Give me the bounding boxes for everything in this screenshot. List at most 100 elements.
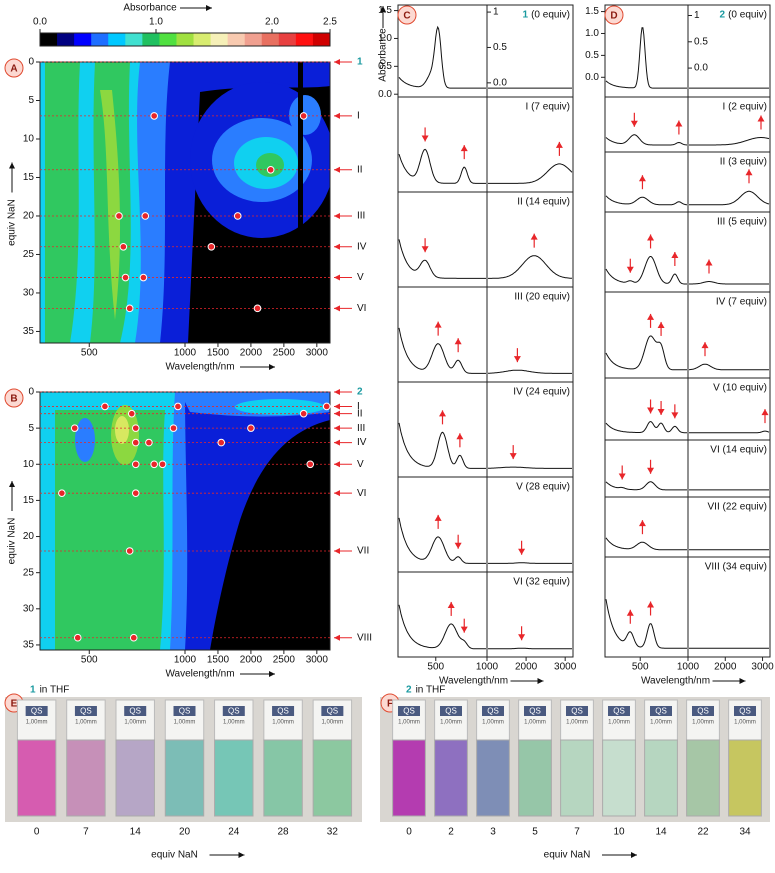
marker-dot [299,112,308,120]
cuvette-tag [608,706,630,716]
row-arrow-head [334,212,340,219]
colorbar-swatch [74,33,92,46]
panel-badge [397,5,417,25]
change-arrow-head [647,407,655,414]
cuvette-pathlength: 1,00mm [734,720,756,726]
change-arrow-head [657,409,665,416]
spectrum [689,190,770,206]
x-axis-label: equiv NaN [544,850,591,861]
marker-dot [73,633,82,642]
colorbar-swatch [193,33,212,46]
row-label: VII (22 equiv) [708,502,767,513]
spectrum [398,604,486,650]
colorbar-swatch [210,33,229,46]
cuvette-pathlength: 1,00mm [75,720,97,726]
cuvette-label: 20 [179,827,191,838]
x-tick-label: 2000 [240,348,263,359]
y-tick-label: 30 [23,288,35,299]
caption: in THF [40,685,70,696]
y-tick-label: 1.5 [585,6,599,17]
cuvette-liquid [644,739,678,817]
cuvette-tag [222,706,245,716]
cuvette-liquid [686,739,720,817]
panel-letter: E [11,699,18,710]
cuvette-liquid [560,739,594,817]
cuvette-brand: QS [655,707,667,716]
colorbar-tick-label: 1.0 [149,17,163,28]
cuvette-pathlength: 1,00mm [124,720,146,726]
colorbar-swatch [125,33,143,46]
cuvette-tag [321,706,344,716]
change-arrow-head [701,342,709,349]
marker-dot [233,212,242,220]
cuvette-label: 22 [697,827,709,838]
row-label: II [357,164,363,175]
colorbar-swatch [227,33,246,46]
cuvette-liquid [476,739,510,817]
cuvette-brand: QS [80,707,92,716]
change-arrow-head [434,514,442,521]
spectrum [605,599,687,649]
cuvette-label: 14 [130,827,142,838]
y-axis-label: equiv NaN [7,199,18,246]
marker-dot [131,424,140,432]
cuvette-liquid [214,739,254,817]
spectrum [488,369,572,374]
marker-dot [150,460,158,469]
x-axis-label: Wavelength/nm [439,676,508,687]
spectrum [605,256,687,285]
y-tick-label: 15 [23,172,35,183]
x-tick-label: 500 [632,662,649,673]
x-tick-label: 1500 [207,655,230,666]
x-tick-label: 3000 [554,662,577,673]
marker-dot [174,402,182,411]
y-axis-arrow-head [9,481,15,487]
marker-dot [150,112,158,120]
change-arrow-head [675,120,683,127]
row-label: II (14 equiv) [517,197,570,208]
colorbar-swatch [142,33,160,46]
colorbar-tick-label: 2.5 [323,17,337,28]
spectrum [398,25,486,89]
cuvette-brand: QS [31,707,43,716]
colorbar-tick-label: 2.0 [265,17,279,28]
cuvette-brand: QS [129,707,141,716]
spectrum [398,517,486,564]
cuvette-tag [566,706,588,716]
x-axis-arrow-head [739,678,746,684]
row-arrow-head [334,389,340,395]
spectrum [689,430,770,434]
row-label: VIII [357,632,372,643]
colorbar-swatch [159,33,177,46]
row-label: VII [357,546,369,557]
panel-badge [604,5,624,25]
change-arrow-head [439,410,446,417]
marker-dot [139,273,148,282]
row-arrow-head [334,403,340,410]
x-tick-label: 2000 [240,655,263,666]
cuvette-tag [692,706,714,716]
x-axis-label: Wavelength/nm [165,362,234,373]
row-arrow-head [334,410,340,417]
cuvette-label: 24 [228,827,240,838]
x-tick-label: 1500 [207,348,230,359]
spectrum [605,195,687,206]
y-tick-label: 0 [28,387,34,398]
row-label: V [357,272,364,283]
cuvette-label: 32 [327,827,339,838]
cuvette-brand: QS [697,707,709,716]
row-arrow-head [334,439,340,446]
y-tick-label: 0 [28,57,34,68]
cuvette-brand: QS [487,707,499,716]
spectrum [398,422,486,469]
change-arrow-head [745,169,753,176]
cuvette-pathlength: 1,00mm [26,720,48,726]
x-tick-label: 2500 [273,348,296,359]
marker-dot [127,409,136,418]
row-label: IV [357,241,367,252]
cuvette-liquid [602,739,636,817]
x-axis-label: Wavelength/nm [165,669,234,680]
change-arrow-head [513,356,521,363]
colorbar-swatch [295,33,314,46]
marker-dot [247,424,255,432]
